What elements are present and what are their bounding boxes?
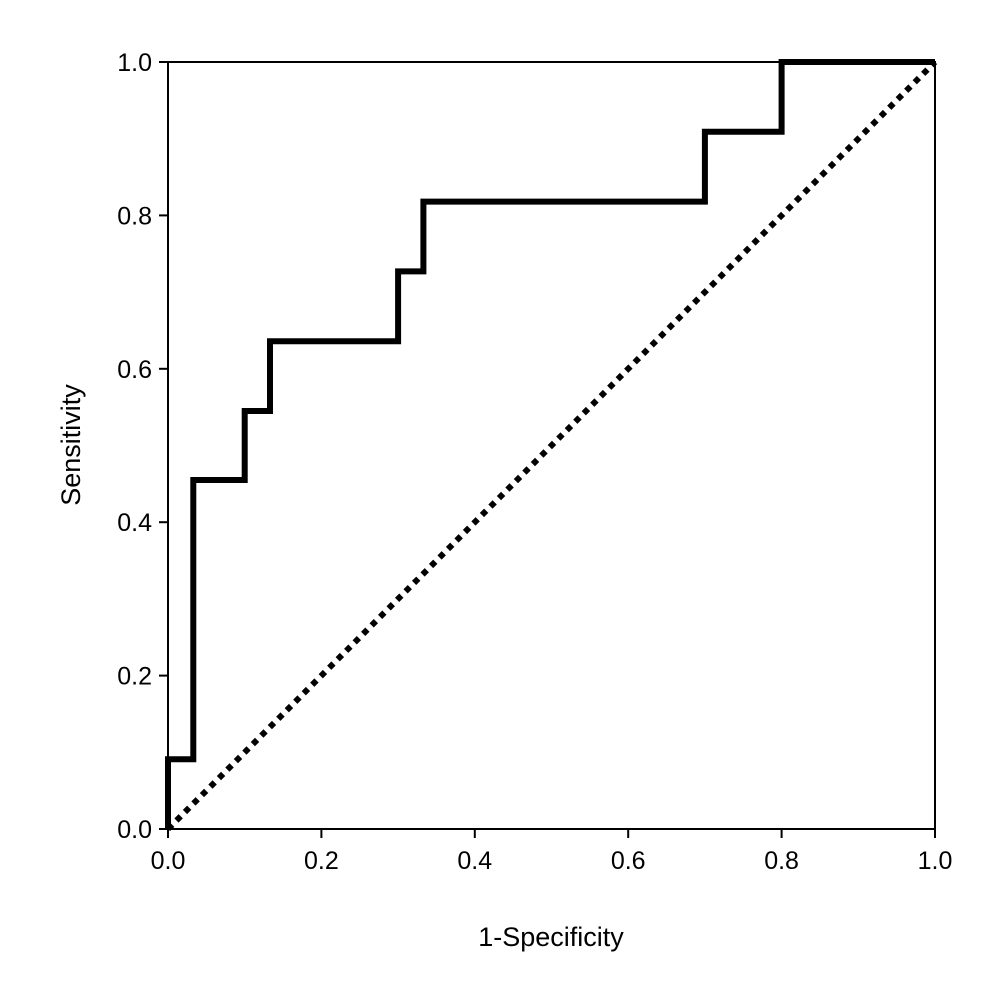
x-axis-ticks: 0.0 0.2 0.4 0.6 0.8 1.0 xyxy=(151,829,953,875)
y-tick-label-5: 1.0 xyxy=(117,49,152,77)
y-axis-ticks: 0.0 0.2 0.4 0.6 0.8 1.0 xyxy=(117,49,168,844)
series-layer xyxy=(165,59,938,832)
plot-frame xyxy=(167,61,936,830)
y-axis-title: Sensitivity xyxy=(56,384,86,506)
x-tick-label-2: 0.4 xyxy=(457,847,492,875)
y-tick-label-3: 0.6 xyxy=(117,356,152,384)
x-tick-label-3: 0.6 xyxy=(611,847,646,875)
y-tick-label-0: 0.0 xyxy=(117,816,152,844)
x-tick-label-5: 1.0 xyxy=(918,847,953,875)
x-tick-label-0: 0.0 xyxy=(151,847,186,875)
x-axis-title: 1-Specificity xyxy=(478,922,624,952)
roc-curve-line xyxy=(165,59,935,829)
y-tick-label-4: 0.8 xyxy=(117,202,152,230)
x-tick-label-4: 0.8 xyxy=(764,847,799,875)
y-tick-label-1: 0.2 xyxy=(117,663,152,691)
x-tick-label-1: 0.2 xyxy=(304,847,339,875)
y-tick-label-2: 0.4 xyxy=(117,509,152,537)
reference-diagonal-line xyxy=(165,59,938,832)
